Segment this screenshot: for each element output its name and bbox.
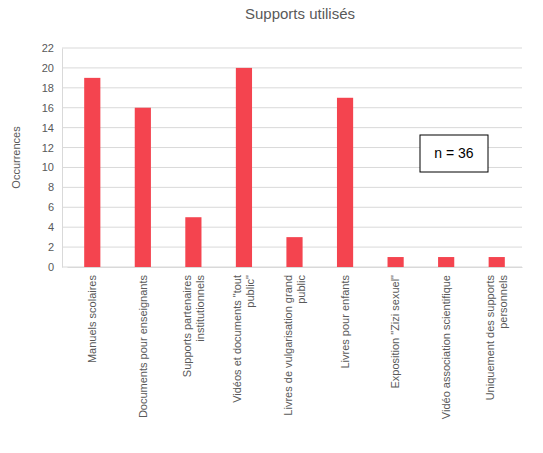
y-tick: 20 [42, 62, 62, 74]
x-axis: Manuels scolaires Documents pour enseigna… [68, 267, 523, 419]
y-tick: 8 [48, 181, 62, 193]
x-tick: Supports partenairesinstitutionnels [181, 267, 206, 377]
y-tick-label: 16 [42, 102, 54, 114]
y-tick-label: 4 [48, 221, 54, 233]
bar [337, 98, 353, 267]
y-tick: 12 [42, 142, 62, 154]
bar [438, 257, 454, 267]
y-tick: 6 [48, 201, 62, 213]
x-tick-label: Exposition "Zizi sexuel" [389, 275, 401, 389]
y-tick: 22 [42, 42, 62, 54]
plot: 0 2 4 6 8 10 12 14 16 18 20 22 Manuels scolaires Docu… [42, 42, 523, 419]
y-tick: 18 [42, 82, 62, 94]
x-tick-label: Vidéos et documents "toutpublic" [231, 275, 256, 403]
grid-line [62, 187, 522, 188]
y-axis-line [62, 49, 63, 268]
title: Supports utilisés [245, 5, 355, 22]
y-tick-label: 10 [42, 161, 54, 173]
chart: 0 2 4 6 8 10 12 14 16 18 20 22 Manuels scolaires Docu… [0, 0, 543, 453]
bar [236, 68, 252, 267]
y-tick-label: 18 [42, 82, 54, 94]
grid-line [62, 107, 522, 108]
y-tick: 2 [48, 241, 62, 253]
annotation: n = 36 [420, 135, 488, 172]
grid-line [62, 87, 522, 88]
x-tick: Vidéos et documents "toutpublic" [231, 267, 256, 403]
grid-line [62, 127, 522, 128]
y-tick-label: 22 [42, 42, 54, 54]
grid-line [62, 207, 522, 208]
y-axis-title: Occurrences [10, 126, 22, 189]
x-tick-label: Livres pour enfants [339, 275, 351, 369]
y-tick-label: 2 [48, 241, 54, 253]
bar [135, 108, 151, 267]
y-tick-label: 0 [48, 261, 54, 273]
x-tick: Uniquement des supportspersonnels [484, 267, 509, 400]
x-tick-label: Vidéo association scientifique [440, 275, 452, 419]
x-tick: Manuels scolaires [86, 267, 98, 363]
y-tick: 14 [42, 122, 62, 134]
x-tick: Livres de vulgarisation grandpublic [282, 267, 307, 416]
bar [388, 257, 404, 267]
x-tick-label: Supports partenairesinstitutionnels [181, 275, 206, 378]
x-tick-label: Uniquement des supportspersonnels [484, 275, 509, 401]
x-tick-label: Livres de vulgarisation grandpublic [282, 275, 307, 416]
x-axis-line [68, 267, 523, 268]
y-tick: 4 [48, 221, 62, 233]
annotation-text: n = 36 [434, 145, 474, 161]
grid-line [62, 67, 522, 68]
bar [185, 217, 201, 267]
y-tick-label: 6 [48, 201, 54, 213]
x-tick: Vidéo association scientifique [440, 267, 452, 419]
annotation-box [420, 135, 488, 172]
bar [286, 237, 302, 267]
grid-line [62, 48, 522, 49]
y-tick-label: 14 [42, 122, 54, 134]
y-axis: 0 2 4 6 8 10 12 14 16 18 20 22 [42, 42, 63, 273]
y-tick-label: 8 [48, 181, 54, 193]
bar [84, 78, 100, 267]
x-tick-label: Documents pour enseignants [137, 275, 149, 419]
x-tick: Livres pour enfants [339, 267, 351, 369]
bars [84, 68, 505, 267]
y-tick: 0 [48, 261, 62, 273]
x-tick: Documents pour enseignants [137, 267, 149, 418]
grid [62, 48, 522, 267]
y-tick-label: 12 [42, 142, 54, 154]
y-tick: 16 [42, 102, 62, 114]
bar [489, 257, 505, 267]
y-tick-label: 20 [42, 62, 54, 74]
x-tick: Exposition "Zizi sexuel" [389, 267, 401, 389]
x-tick-label: Manuels scolaires [86, 275, 98, 364]
grid-line [62, 227, 522, 228]
y-tick: 10 [42, 161, 62, 173]
